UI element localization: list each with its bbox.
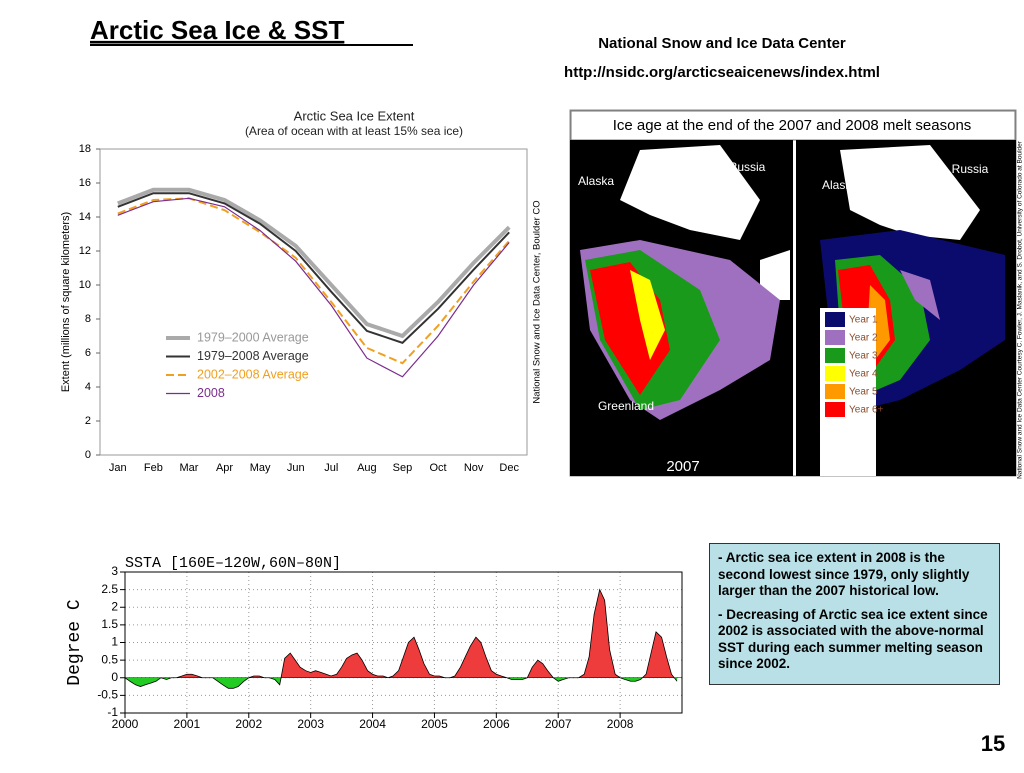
y-tick-label: 8 [85, 313, 91, 325]
y-tick-label: 2 [111, 599, 118, 613]
y-axis-label: Degree C [65, 599, 85, 686]
x-tick-label: Jul [324, 462, 338, 474]
series-line [117, 187, 511, 339]
x-tick-label: Nov [464, 462, 484, 474]
y-tick-label: 2.5 [101, 582, 118, 596]
x-tick-label: Dec [499, 462, 519, 474]
x-tick-label: 2007 [545, 717, 572, 731]
open-ocean [840, 145, 980, 240]
legend-label: Year 1 [849, 315, 878, 326]
y-tick-label: 0 [111, 670, 118, 684]
note: - Arctic sea ice extent in 2008 is the s… [718, 550, 970, 598]
legend-swatch [825, 402, 845, 417]
x-tick-label: 2001 [174, 717, 201, 731]
legend-swatch [825, 384, 845, 399]
y-axis-label: Extent (millions of square kilometers) [60, 212, 72, 392]
legend-label: 2002–2008 Average [197, 367, 309, 381]
sst-area [125, 589, 678, 689]
chart-subtitle: (Area of ocean with at least 15% sea ice… [245, 124, 463, 138]
chart-title: SSTA [160E–120W,60N–80N] [125, 555, 341, 572]
panel-year: 2008 [893, 458, 926, 475]
x-tick-label: 2000 [112, 717, 139, 731]
x-tick-label: Oct [429, 462, 446, 474]
y-tick-label: 6 [85, 347, 91, 359]
chart-title: Arctic Sea Ice Extent [294, 108, 415, 123]
y-tick-label: 12 [79, 245, 91, 257]
notes-box: - Arctic sea ice extent in 2008 is the s… [709, 543, 1000, 685]
legend-label: Year 2 [849, 333, 878, 344]
ice-age-map [569, 109, 1017, 477]
y-tick-label: 0.5 [101, 652, 118, 666]
x-tick-label: Sep [393, 462, 413, 474]
y-tick-label: 0 [85, 449, 91, 461]
series-line [117, 197, 510, 378]
legend-label: Year 3 [849, 351, 878, 362]
y-tick-label: 16 [79, 177, 91, 189]
legend-label: 1979–2000 Average [197, 330, 309, 344]
y-tick-label: 1.5 [101, 617, 118, 631]
x-tick-label: 2003 [297, 717, 324, 731]
sst-line [124, 588, 678, 689]
legend-label: Year 4 [849, 369, 878, 380]
y-tick-label: 18 [79, 143, 91, 155]
x-tick-label: Jan [109, 462, 127, 474]
credit: National Snow and Ice Data Center, Bould… [532, 200, 543, 403]
y-tick-label: -1 [107, 705, 118, 719]
plot-frame [99, 148, 528, 456]
y-tick-label: 14 [79, 211, 91, 223]
source: National Snow and Ice Data Center [598, 35, 846, 52]
y-tick-label: 3 [111, 564, 118, 578]
plot-frame [124, 571, 683, 714]
map-credit: National Snow and Ice Data Center Courte… [1017, 140, 1024, 479]
x-tick-label: 2005 [421, 717, 448, 731]
x-tick-label: Feb [144, 462, 163, 474]
legend-swatch [825, 348, 845, 363]
map-title-box [570, 110, 1016, 141]
y-tick-label: 1 [111, 635, 118, 649]
x-tick-label: Apr [216, 462, 233, 474]
map-label: Russia [952, 162, 989, 176]
legend-swatch [825, 366, 845, 381]
legend-swatch [825, 330, 845, 345]
x-tick-label: Aug [357, 462, 377, 474]
series-line [117, 192, 510, 344]
open-ocean [760, 250, 790, 300]
y-tick-label: 4 [85, 381, 91, 393]
legend-label: 2008 [197, 386, 225, 400]
x-tick-label: Jun [287, 462, 305, 474]
ice-area [900, 270, 940, 320]
legend-label: Year 5 [849, 387, 878, 398]
map-title: Ice age at the end of the 2007 and 2008 … [613, 117, 972, 134]
x-tick-label: 2002 [235, 717, 262, 731]
legend-label: 1979–2008 Average [197, 349, 309, 363]
x-tick-label: May [250, 462, 271, 474]
page-number: 15 [981, 731, 1005, 756]
map-label: Alaska [578, 174, 614, 188]
note: - Decreasing of Arctic sea ice extent si… [718, 606, 988, 672]
map-label: Greenland [598, 399, 654, 413]
x-tick-label: 2008 [607, 717, 634, 731]
slide-title: Arctic Sea Ice & SST [90, 15, 344, 45]
open-ocean [620, 145, 760, 240]
x-tick-label: Mar [179, 462, 198, 474]
panel-year: 2007 [666, 458, 699, 475]
y-tick-label: 10 [79, 279, 91, 291]
x-tick-label: 2006 [483, 717, 510, 731]
map-label: Russia [729, 160, 766, 174]
map-label: Alaska [822, 178, 858, 192]
legend-label: Year 6+ [849, 405, 884, 416]
ice-area [630, 270, 665, 360]
y-tick-label: 2 [85, 415, 91, 427]
x-tick-label: 2004 [359, 717, 386, 731]
legend-swatch [825, 312, 845, 327]
source-url: http://nsidc.org/arcticseaicenews/index.… [564, 64, 880, 81]
y-tick-label: -0.5 [97, 688, 118, 702]
